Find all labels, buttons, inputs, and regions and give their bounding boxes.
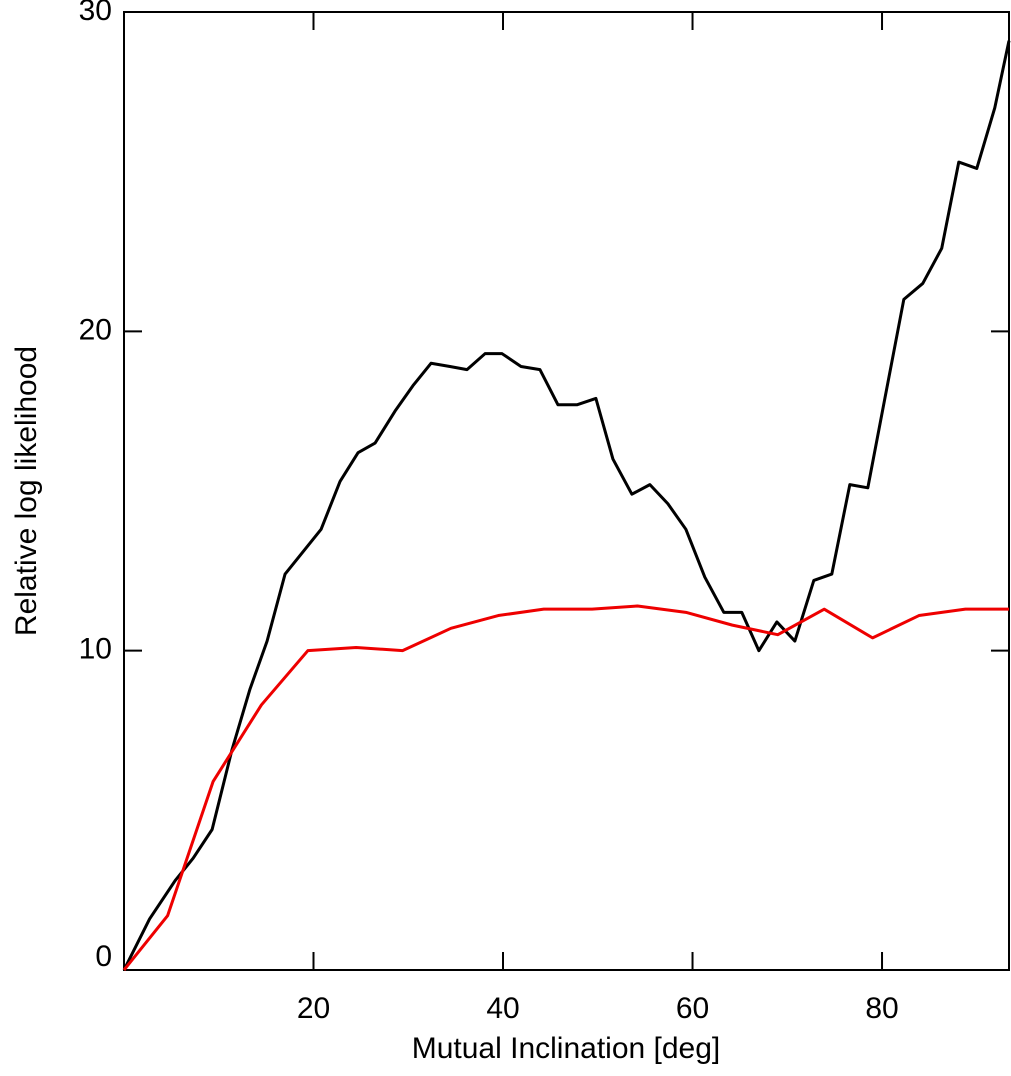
y-tick-label: 0	[95, 940, 112, 973]
y-axis-label: Relative log likelihood	[10, 346, 43, 636]
y-tick-label: 20	[79, 313, 112, 346]
y-tick-label: 30	[79, 0, 112, 27]
x-axis-label: Mutual Inclination [deg]	[412, 1032, 721, 1065]
plot-frame	[123, 11, 1010, 971]
data-line	[122, 40, 1011, 971]
x-tick-label: 40	[486, 992, 519, 1025]
x-tick-label: 20	[297, 992, 330, 1025]
data-line	[122, 604, 1009, 971]
x-tick-label: 60	[676, 992, 709, 1025]
y-tick-label: 10	[79, 633, 112, 666]
x-tick-label: 80	[865, 992, 898, 1025]
